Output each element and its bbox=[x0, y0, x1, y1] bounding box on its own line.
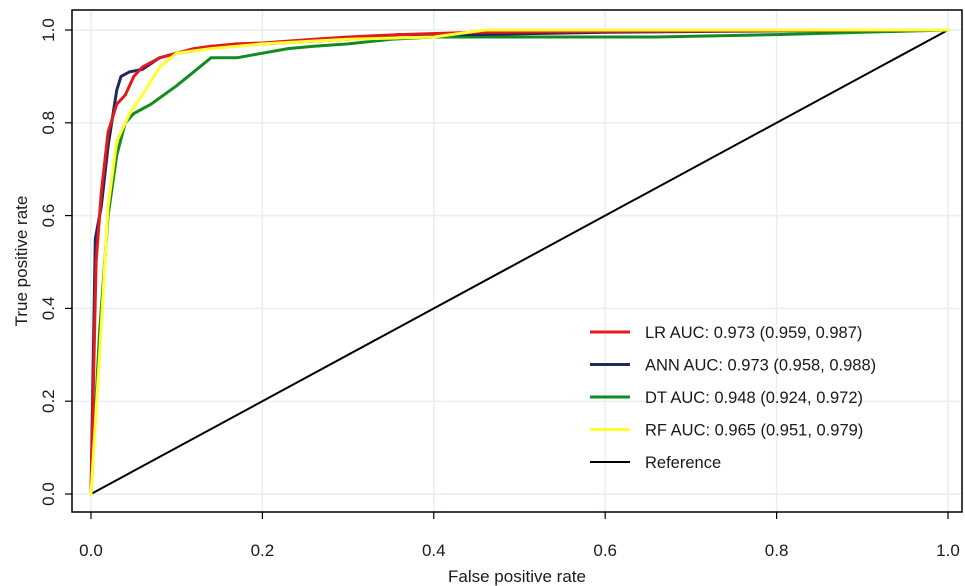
series-line-dt bbox=[89, 28, 950, 496]
series-line-rf bbox=[89, 28, 950, 496]
x-tick-label: 0.2 bbox=[251, 541, 275, 560]
legend: LR AUC: 0.973 (0.959, 0.987) ANN AUC: 0.9… bbox=[590, 324, 876, 472]
y-axis-title: True positive rate bbox=[12, 196, 31, 327]
x-tick-label: 0.4 bbox=[422, 541, 446, 560]
y-tick-label: 0.8 bbox=[39, 111, 58, 135]
x-tick-label: 0.0 bbox=[79, 541, 103, 560]
legend-label-ann: ANN AUC: 0.973 (0.958, 0.988) bbox=[645, 357, 876, 375]
legend-label-reference: Reference bbox=[645, 454, 721, 472]
y-tick-label: 1.0 bbox=[39, 18, 58, 42]
x-tick-label: 1.0 bbox=[936, 541, 960, 560]
y-tick-label: 0.0 bbox=[39, 482, 58, 506]
legend-label-dt: DT AUC: 0.948 (0.924, 0.972) bbox=[645, 389, 863, 407]
x-tick-label: 0.6 bbox=[593, 541, 617, 560]
y-tick-labels: 0.0 0.2 0.4 0.6 0.8 1.0 bbox=[39, 18, 58, 506]
legend-label-rf: RF AUC: 0.965 (0.951, 0.979) bbox=[645, 422, 863, 440]
axis-ticks bbox=[65, 29, 949, 519]
plot-area bbox=[71, 9, 963, 513]
series-line-reference bbox=[90, 29, 949, 495]
y-tick-label: 0.4 bbox=[39, 297, 58, 321]
x-tick-label: 0.8 bbox=[765, 541, 789, 560]
y-tick-label: 0.6 bbox=[39, 204, 58, 228]
series-layer bbox=[89, 28, 950, 496]
x-axis-title: False positive rate bbox=[448, 567, 586, 586]
x-tick-labels: 0.0 0.2 0.4 0.6 0.8 1.0 bbox=[79, 541, 960, 560]
y-tick-label: 0.2 bbox=[39, 389, 58, 413]
legend-label-lr: LR AUC: 0.973 (0.959, 0.987) bbox=[645, 324, 862, 342]
